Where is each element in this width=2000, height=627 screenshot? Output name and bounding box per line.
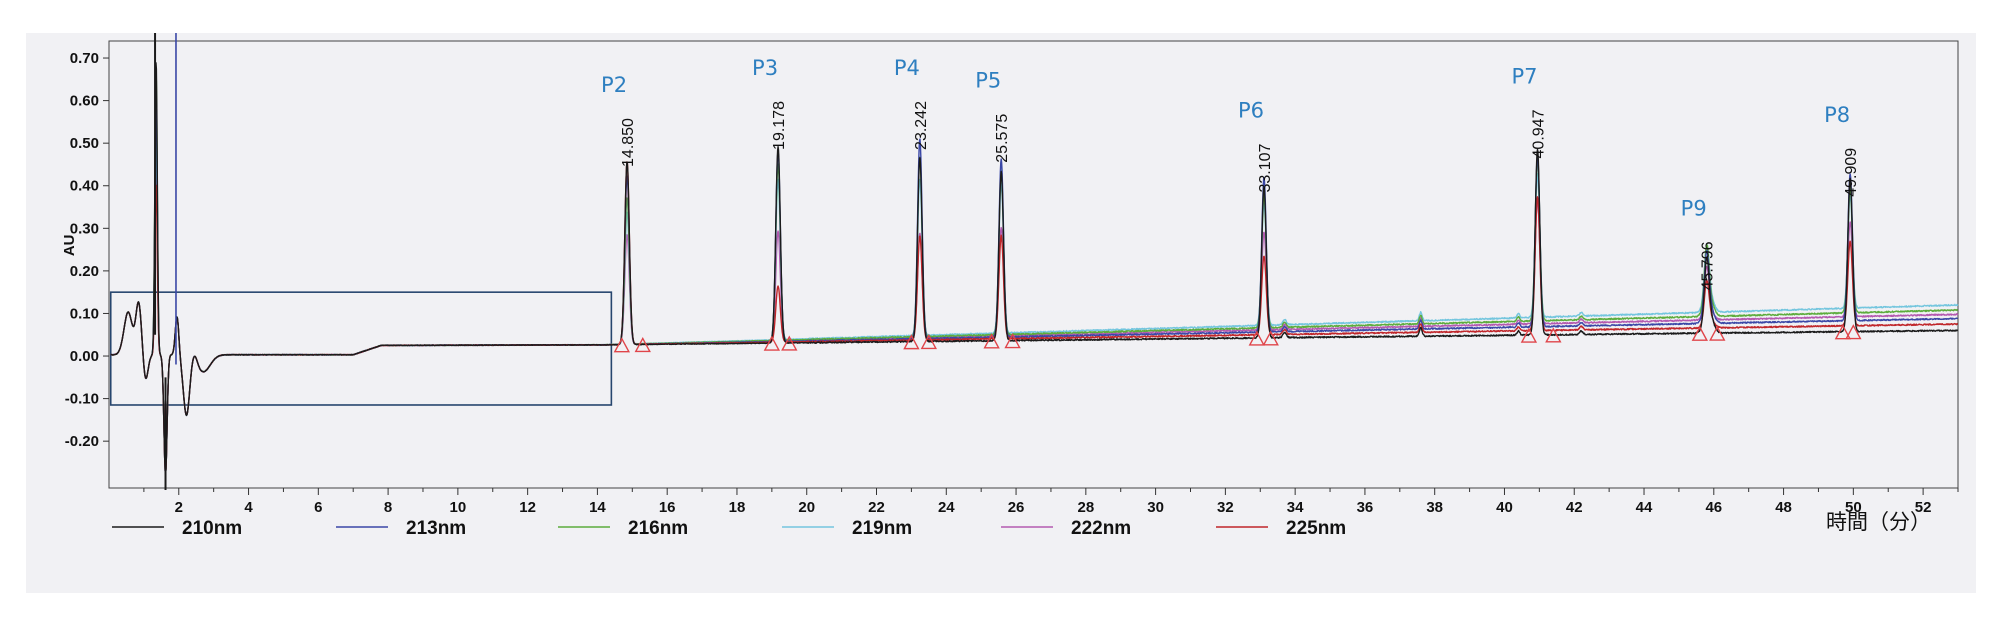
legend-label: 213nm — [406, 518, 466, 539]
legend-label: 210nm — [182, 518, 242, 539]
peak-name-label: P4 — [894, 56, 920, 80]
legend-label: 219nm — [852, 518, 912, 539]
axes: -0.20 -0.10 0.00 0.10 0.20 0.30 0.40 0.50 0.60 0.… — [61, 40, 1959, 516]
x-tick-label: 14 — [589, 499, 606, 516]
x-tick-label: 42 — [1566, 499, 1583, 516]
peak-rt-label: 19.178 — [771, 101, 788, 150]
integration-marker — [1709, 325, 1726, 341]
integration-marker — [1248, 330, 1265, 346]
peak-rt-label: 45.796 — [1700, 241, 1717, 290]
peak-rt-label: 33.107 — [1257, 143, 1274, 192]
integration-marker — [781, 335, 798, 351]
legend-label: 222nm — [1071, 518, 1131, 539]
x-tick-label: 52 — [1915, 499, 1932, 516]
x-tick-label: 10 — [450, 499, 467, 516]
integration-marker — [983, 333, 1000, 349]
x-tick-label: 24 — [938, 499, 955, 516]
integration-marker — [1834, 324, 1852, 340]
x-tick-label: 50 — [1845, 499, 1862, 516]
integration-marker — [634, 337, 651, 353]
series-group — [110, 33, 1959, 490]
peak-name-label: P7 — [1511, 64, 1537, 88]
peak-rt-label: 14.850 — [620, 118, 637, 167]
series-line-210nm — [110, 62, 1959, 475]
y-tick-label: 0.60 — [70, 93, 99, 110]
integration-markers — [613, 324, 1862, 353]
highlight-box — [109, 291, 613, 406]
x-tick-label: 44 — [1636, 499, 1653, 516]
peak-name-label: P9 — [1681, 196, 1707, 220]
peak-rt-label: 23.242 — [913, 101, 930, 150]
x-tick-label: 4 — [244, 499, 253, 516]
x-tick-label: 36 — [1357, 499, 1374, 516]
peak-name-label: P2 — [601, 73, 627, 97]
peak-name-label: P5 — [975, 69, 1001, 93]
x-tick-label: 2 — [175, 499, 183, 516]
series-line-219nm — [110, 142, 1959, 475]
x-tick-label: 6 — [314, 499, 322, 516]
integration-marker — [1262, 330, 1279, 346]
peak-rt-label: 25.575 — [994, 114, 1011, 163]
y-tick-label: 0.50 — [70, 135, 99, 152]
integration-marker — [763, 335, 781, 351]
integration-marker — [1004, 333, 1021, 349]
x-tick-label: 40 — [1496, 499, 1513, 516]
integration-marker — [1545, 327, 1562, 343]
x-tick-label: 8 — [384, 499, 392, 516]
chromatogram-chart: -0.20 -0.10 0.00 0.10 0.20 0.30 0.40 0.50 0.60 0.… — [61, 33, 1959, 539]
peak-rt-label: 49.909 — [1843, 148, 1860, 197]
y-tick-label: 0.40 — [70, 178, 99, 195]
y-tick-label: 0.00 — [70, 348, 99, 365]
peak-name-label: P3 — [752, 56, 778, 80]
x-tick-label: 32 — [1217, 499, 1234, 516]
y-tick-label: -0.20 — [65, 433, 99, 450]
y-tick-label: 0.30 — [70, 220, 99, 237]
y-tick-label: 0.70 — [70, 50, 99, 67]
x-tick-label: 12 — [519, 499, 536, 516]
x-tick-label: 34 — [1287, 499, 1304, 516]
x-tick-label: 48 — [1775, 499, 1792, 516]
integration-marker — [903, 334, 920, 350]
x-tick-label: 38 — [1426, 499, 1443, 516]
x-tick-label: 16 — [659, 499, 676, 516]
x-tick-label: 28 — [1077, 499, 1094, 516]
chart-panel: -0.20 -0.10 0.00 0.10 0.20 0.30 0.40 0.50 0.60 0.… — [26, 33, 1976, 593]
x-axis-title: 時間（分） — [1826, 510, 1931, 534]
integration-marker — [1691, 325, 1709, 341]
peak-name-label: P8 — [1824, 103, 1850, 127]
legend: 210nm 213nm 216nm 219nm 222nm 225nm 時間（分） — [112, 510, 1931, 539]
peak-rt-label: 40.947 — [1531, 109, 1548, 158]
y-tick-label: 0.20 — [70, 263, 99, 280]
x-tick-label: 20 — [798, 499, 815, 516]
y-axis-title: AU — [61, 235, 78, 257]
peak-annotations: 14.850 P2 19.178 P3 23.242 P4 25.575 P5 33.107 P6… — [601, 56, 1860, 290]
x-tick-label: 26 — [1008, 499, 1025, 516]
series-line-216nm — [110, 74, 1959, 475]
legend-label: 216nm — [628, 518, 688, 539]
x-tick-label: 30 — [1147, 499, 1164, 516]
series-line-213nm — [110, 100, 1959, 475]
integration-marker — [1520, 327, 1538, 343]
x-tick-label: 46 — [1705, 499, 1722, 516]
x-tick-label: 22 — [868, 499, 885, 516]
x-tick-label: 18 — [729, 499, 746, 516]
plot-frame — [108, 40, 1959, 489]
y-tick-label: 0.10 — [70, 305, 99, 322]
peak-name-label: P6 — [1238, 99, 1264, 123]
integration-marker — [920, 333, 938, 350]
integration-marker — [613, 337, 631, 353]
legend-label: 225nm — [1286, 518, 1346, 539]
y-tick-label: -0.10 — [65, 391, 99, 408]
integration-marker — [1845, 324, 1862, 340]
